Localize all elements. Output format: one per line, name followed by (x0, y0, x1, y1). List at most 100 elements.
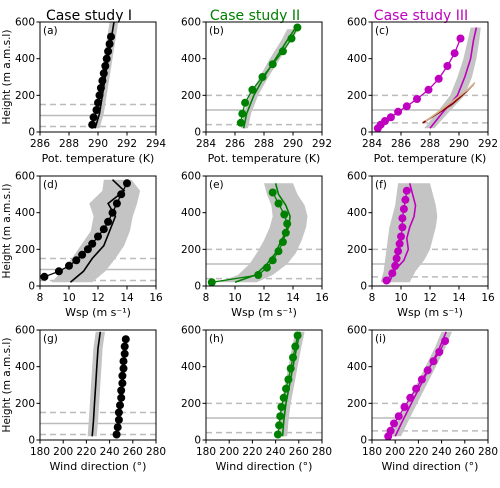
data-point (406, 393, 415, 402)
panel-c: 284 286 288 290 292 0 200 400 600 (c) Pot. tempera… (347, 17, 498, 166)
y-tick-label: 200 (347, 244, 367, 256)
data-point (435, 348, 444, 356)
data-point (386, 113, 395, 122)
plot-area (372, 27, 488, 132)
plot-area (40, 179, 156, 283)
data-point (282, 384, 290, 393)
y-tick-label: 400 (181, 361, 201, 373)
panel-label: (a) (43, 25, 58, 37)
plot-area (372, 183, 488, 285)
data-point (104, 47, 113, 56)
x-tick-label: 280 (478, 446, 498, 458)
x-tick-label: 200 (385, 446, 405, 458)
data-point (65, 261, 73, 270)
x-tick-label: 284 (362, 138, 382, 150)
x-axis-label: Pot. temperature (K) (208, 152, 321, 165)
data-point (107, 32, 115, 41)
data-point (108, 208, 117, 217)
x-tick-label: 12 (257, 292, 270, 304)
data-point (398, 214, 407, 223)
y-tick-label: 600 (347, 325, 367, 337)
y-tick-label: 0 (28, 127, 35, 139)
x-axis-label: Pot. temperature (K) (42, 152, 155, 165)
y-tick-label: 400 (181, 53, 201, 65)
data-point (123, 179, 131, 188)
data-point (54, 267, 63, 276)
data-point (434, 74, 443, 83)
y-tick-label: 600 (181, 17, 201, 29)
y-tick-label: 400 (347, 207, 367, 219)
series-line (91, 331, 102, 437)
data-point (391, 261, 400, 270)
x-axis-label: Wsp (m s⁻¹) (397, 306, 463, 319)
data-point (118, 371, 127, 380)
y-tick-label: 400 (15, 53, 35, 65)
x-tick-label: 16 (149, 292, 163, 304)
data-point (429, 357, 438, 366)
title-case-study-3: Case study III (374, 8, 468, 24)
y-tick-label: 600 (15, 17, 35, 29)
x-tick-label: 180 (30, 446, 50, 458)
data-point (276, 412, 285, 421)
panel-d: 8 10 12 14 16 0 200 400 600 (d) Wsp (m s⁻¹) Height … (1, 171, 163, 320)
data-point (236, 118, 245, 127)
data-point (400, 403, 409, 411)
x-tick-label: 260 (123, 446, 143, 458)
y-tick-label: 600 (347, 17, 367, 29)
x-tick-label: 290 (449, 138, 469, 150)
data-point (394, 247, 403, 256)
x-tick-label: 14 (120, 292, 134, 304)
data-point (394, 107, 403, 116)
data-point (117, 190, 126, 199)
y-tick-label: 0 (360, 127, 367, 139)
plot-area (206, 331, 322, 439)
x-tick-label: 16 (481, 292, 495, 304)
data-point (114, 415, 123, 424)
data-point (105, 40, 114, 48)
data-point (291, 342, 300, 351)
data-point (120, 342, 129, 351)
x-tick-label: 8 (37, 292, 44, 304)
data-point (278, 47, 287, 56)
x-tick-label: 12 (423, 292, 436, 304)
data-point (119, 357, 128, 366)
x-tick-label: 292 (478, 138, 498, 150)
data-point (112, 199, 121, 208)
data-point (381, 117, 389, 125)
y-tick-label: 200 (347, 90, 367, 102)
uncertainty-band (277, 331, 305, 437)
panel-a: 286 288 290 292 294 0 200 400 600 (a) Pot. tempera… (1, 17, 166, 166)
x-tick-label: 200 (219, 446, 239, 458)
plot-area (40, 331, 156, 439)
panel-label: (b) (209, 25, 224, 37)
data-point (278, 238, 287, 246)
y-tick-label: 400 (15, 361, 35, 373)
data-point (402, 186, 411, 195)
x-tick-label: 280 (146, 446, 166, 458)
data-point (382, 276, 391, 285)
x-axis-label: Wind direction (°) (50, 460, 147, 473)
x-tick-label: 10 (228, 292, 241, 304)
x-tick-label: 286 (30, 138, 50, 150)
data-point (268, 60, 277, 69)
data-point (283, 219, 292, 228)
x-axis-label: Pot. temperature (K) (374, 152, 487, 165)
y-tick-label: 200 (347, 398, 367, 410)
data-point (117, 386, 126, 395)
data-point (268, 188, 277, 197)
plot-area (40, 22, 156, 129)
y-tick-label: 400 (181, 207, 201, 219)
data-point (281, 228, 290, 237)
panels-group: 286 288 290 292 294 0 200 400 600 (a) Pot. tempera… (1, 17, 498, 474)
data-point (83, 245, 92, 254)
data-point (386, 426, 395, 435)
data-point (401, 195, 410, 204)
y-tick-label: 0 (360, 435, 367, 447)
data-point (118, 379, 127, 388)
data-point (95, 91, 104, 100)
panel-label: (i) (375, 333, 386, 345)
y-tick-label: 600 (347, 171, 367, 183)
series-line (425, 81, 476, 122)
